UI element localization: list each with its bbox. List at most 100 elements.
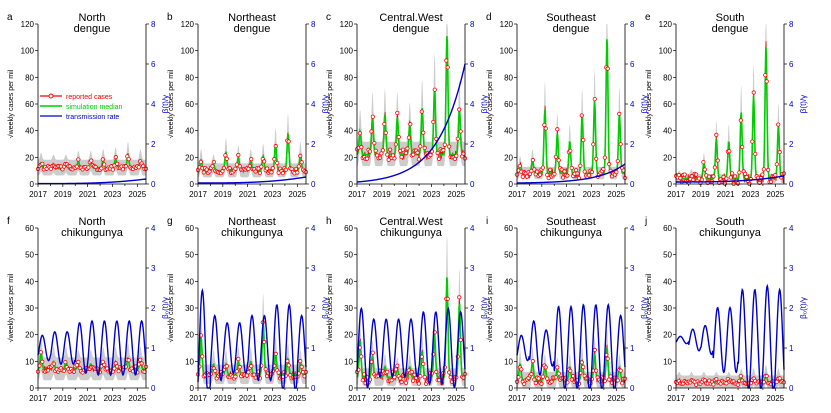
- y-tick-label: 120: [659, 20, 673, 29]
- y-right-axis-label: β(t)/γ: [480, 95, 489, 113]
- reported-case-point: [620, 381, 625, 386]
- reported-case-point: [370, 114, 375, 119]
- y-tick-label: 50: [185, 251, 194, 260]
- reported-case-point: [548, 167, 553, 172]
- y-tick-label: 60: [663, 100, 672, 109]
- y-tick-label: 100: [181, 47, 195, 56]
- reported-case-point: [678, 176, 683, 181]
- reported-case-point: [694, 172, 699, 177]
- y-right-tick-label: 2: [789, 140, 794, 149]
- reported-case-point: [715, 158, 720, 163]
- y-right-tick-label: 0: [151, 384, 156, 393]
- reported-case-point: [607, 162, 612, 167]
- y-tick-label: 20: [344, 153, 353, 162]
- reported-case-point: [614, 169, 619, 175]
- reported-case-point: [608, 374, 613, 379]
- reported-case-point: [447, 144, 452, 149]
- reported-case-point: [744, 174, 749, 180]
- reported-case-point: [393, 142, 398, 147]
- reported-case-point: [115, 161, 120, 166]
- reported-case-point: [529, 372, 534, 377]
- reported-case-point: [750, 139, 755, 144]
- reported-case-point: [536, 376, 541, 381]
- reported-case-point: [777, 376, 782, 381]
- reported-case-point: [369, 129, 374, 134]
- reported-case-point: [265, 166, 270, 171]
- reported-case-point: [540, 374, 546, 379]
- simulation-median-line: [356, 36, 466, 156]
- y-tick-label: 20: [344, 331, 353, 340]
- reported-case-point: [589, 169, 594, 175]
- reported-case-point: [428, 152, 433, 158]
- reported-case-point: [457, 107, 462, 112]
- y-right-tick-label: 4: [470, 224, 475, 233]
- y-axis-label: √weekly cases per mil: [486, 273, 494, 342]
- reported-case-point: [77, 365, 82, 371]
- reported-case-point: [411, 378, 416, 383]
- reported-case-point: [530, 359, 535, 364]
- reported-case-point: [253, 169, 258, 174]
- simulation-band: [38, 336, 146, 381]
- y-right-tick-label: 2: [151, 140, 156, 149]
- y-tick-label: 40: [663, 277, 672, 286]
- x-tick-label: 2019: [214, 394, 232, 403]
- y-tick-label: 40: [344, 277, 353, 286]
- y-tick-label: 30: [663, 304, 672, 313]
- reported-case-point: [257, 170, 263, 176]
- x-tick-label: 2019: [373, 394, 391, 403]
- simulation-band: [357, 233, 465, 386]
- y-right-tick-label: 6: [470, 60, 475, 69]
- x-tick-label: 2017: [667, 190, 685, 199]
- reported-case-point: [386, 157, 391, 162]
- reported-case-point: [220, 169, 225, 174]
- reported-case-point: [445, 65, 450, 70]
- y-right-axis-label: β₀(t)/γ: [799, 297, 808, 319]
- reported-case-point: [213, 368, 218, 373]
- reported-case-point: [71, 369, 77, 374]
- y-right-tick-label: 1: [470, 344, 475, 353]
- reported-case-point: [581, 364, 586, 370]
- reported-case-point: [247, 163, 252, 168]
- reported-case-point: [552, 171, 557, 177]
- reported-case-point: [555, 127, 560, 132]
- reported-case-point: [275, 160, 280, 166]
- reported-case-point: [207, 169, 212, 174]
- y-tick-label: 80: [344, 73, 353, 82]
- reported-case-point: [418, 374, 423, 379]
- reported-case-point: [522, 381, 527, 386]
- x-tick-label: 2017: [189, 190, 207, 199]
- y-axis-label: √weekly cases per mil: [7, 273, 15, 342]
- y-tick-label: 20: [663, 153, 672, 162]
- reported-case-point: [581, 138, 586, 143]
- x-tick-label: 2023: [742, 190, 760, 199]
- y-right-axis-label: β(t)/γ: [799, 95, 808, 113]
- reported-case-point: [299, 364, 304, 369]
- reported-case-point: [568, 368, 573, 374]
- y-right-axis-label: β₀(t)/γ: [480, 297, 489, 319]
- reported-case-point: [360, 378, 365, 383]
- x-tick-label: 2021: [558, 190, 576, 199]
- panel-letter: b: [167, 12, 173, 23]
- transmission-rate-line: [198, 176, 307, 184]
- reported-case-point: [236, 356, 241, 362]
- reported-case-point: [367, 149, 373, 154]
- reported-case-point: [575, 171, 580, 176]
- y-right-tick-label: 3: [151, 264, 156, 273]
- reported-case-point: [399, 379, 404, 385]
- panel-disease-title: chikungunya: [61, 227, 124, 239]
- y-tick-label: 20: [504, 331, 513, 340]
- reported-case-point: [298, 359, 303, 364]
- reported-case-point: [223, 153, 228, 158]
- reported-case-point: [392, 156, 397, 161]
- reported-case-point: [233, 166, 238, 171]
- x-tick-label: 2019: [692, 190, 710, 199]
- y-tick-label: 10: [344, 357, 353, 366]
- reported-case-point: [737, 170, 742, 175]
- y-tick-label: 30: [25, 304, 34, 313]
- y-axis-label: √weekly cases per mil: [326, 273, 334, 342]
- reported-case-point: [617, 111, 622, 116]
- simulation-median-line: [675, 47, 785, 180]
